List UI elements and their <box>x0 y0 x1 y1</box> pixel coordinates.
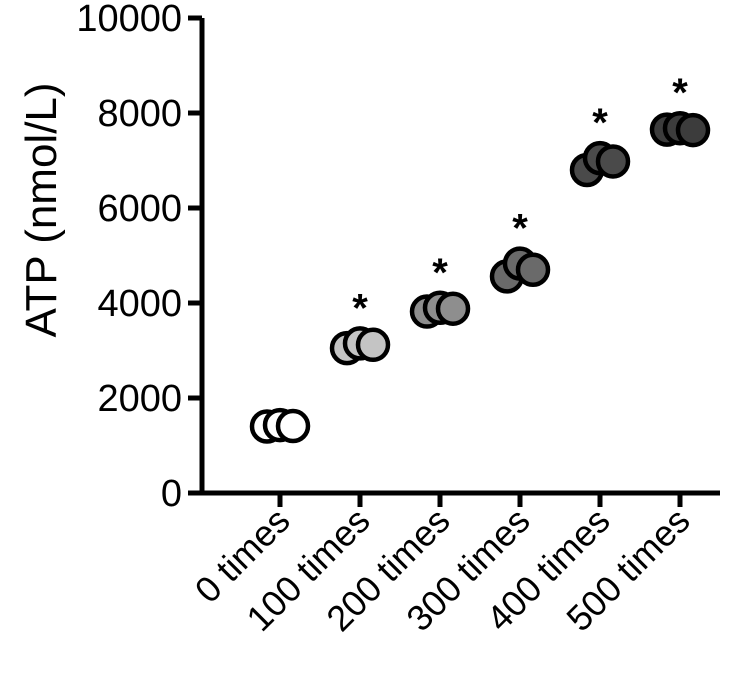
y-tick-label: 4000 <box>97 283 182 325</box>
significance-marks: * * * * * <box>352 71 688 330</box>
y-tick-label: 0 <box>161 473 182 515</box>
y-ticks: 0 2000 4000 6000 8000 10000 <box>76 0 202 515</box>
significance-asterisk: * <box>512 207 528 251</box>
data-point <box>515 252 551 287</box>
data-points <box>249 110 711 444</box>
y-tick-label: 2000 <box>97 378 182 420</box>
data-point <box>595 144 631 179</box>
significance-asterisk: * <box>432 251 448 295</box>
significance-asterisk: * <box>352 286 368 330</box>
y-axis-title: ATP (nmol/L) <box>17 82 66 337</box>
data-point <box>435 291 471 326</box>
significance-asterisk: * <box>592 101 608 145</box>
y-tick-label: 6000 <box>97 188 182 230</box>
data-point <box>355 327 391 363</box>
significance-asterisk: * <box>672 71 688 115</box>
data-point <box>675 112 711 148</box>
y-tick-label: 10000 <box>76 0 182 40</box>
y-tick-label: 8000 <box>97 93 182 135</box>
data-point <box>275 408 311 444</box>
